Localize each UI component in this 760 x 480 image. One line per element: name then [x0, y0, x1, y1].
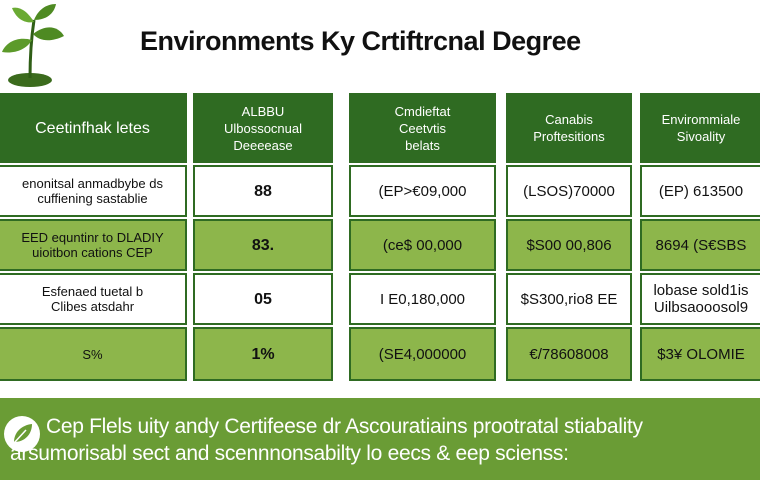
table-cell: 05 — [193, 273, 333, 325]
table-cell: (EP>€09,000 — [349, 165, 496, 217]
banner-text-line-1: Cep Flels uity andy Certifeese dr Ascour… — [46, 415, 643, 438]
table-column-0: Ceetinfhak letes enonitsal anmadbybe ds … — [0, 93, 187, 381]
table-header-cell: Ceetinfhak letes — [0, 93, 187, 163]
table-cell: 1% — [193, 327, 333, 381]
table-cell: enonitsal anmadbybe ds cuffiening sastab… — [0, 165, 187, 217]
table-cell: €/78608008 — [506, 327, 632, 381]
table-cell: 88 — [193, 165, 333, 217]
table-cell: lobase sold1is Uilbsaooosol9 — [640, 273, 760, 325]
table-header-cell: Envirommiale Sivoality — [640, 93, 760, 163]
table-cell: (ce$ 00,000 — [349, 219, 496, 271]
table-cell: (EP) 613500 — [640, 165, 760, 217]
table-cell: Esfenaed tuetal b Clibes atsdahr — [0, 273, 187, 325]
plant-sprout-icon — [2, 4, 64, 87]
banner-text-line-2: arsumorisabl sect and scennnonsabilty lo… — [10, 442, 569, 465]
table-cell: S% — [0, 327, 187, 381]
table-header-cell: ALBBU Ulbossocnual Deeeease — [193, 93, 333, 163]
table-column-4: Envirommiale Sivoality (EP) 613500 8694 … — [640, 93, 760, 381]
leaf-icon — [4, 416, 40, 452]
table-column-3: Canabis Proftesitions (LSOS)70000 $S00 0… — [506, 93, 632, 381]
footer-banner: Cep Flels uity andy Certifeese dr Ascour… — [0, 398, 760, 480]
table-cell: (LSOS)70000 — [506, 165, 632, 217]
table-cell: 8694 (S€SBS — [640, 219, 760, 271]
table-header-cell: Cmdieftat Ceetvtis belats — [349, 93, 496, 163]
table-cell: EED equntinr to DLADIY uioitbon cations … — [0, 219, 187, 271]
table-cell: $3¥ OLOMIE — [640, 327, 760, 381]
table-cell: 83. — [193, 219, 333, 271]
table-cell: (SE4,000000 — [349, 327, 496, 381]
table-header-cell: Canabis Proftesitions — [506, 93, 632, 163]
table-cell: I E0,180,000 — [349, 273, 496, 325]
table-column-1: ALBBU Ulbossocnual Deeeease 88 83. 05 1% — [193, 93, 333, 381]
table-cell: $S300,rio8 EE — [506, 273, 632, 325]
page-title: Environments Ky Crtiftrcnal Degree — [140, 26, 581, 56]
table-cell: $S00 00,806 — [506, 219, 632, 271]
table-column-2: Cmdieftat Ceetvtis belats (EP>€09,000 (c… — [349, 93, 496, 381]
